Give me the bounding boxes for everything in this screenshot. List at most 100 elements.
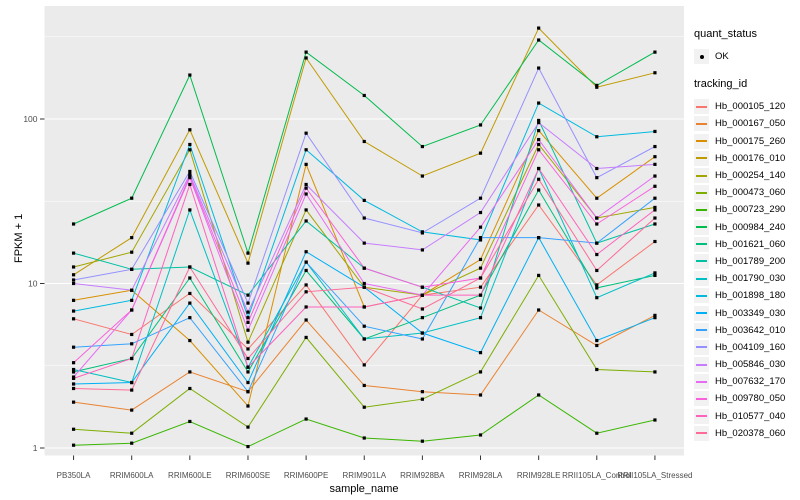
legend-entry-label: Hb_020378_060 — [715, 427, 786, 439]
data-point — [188, 370, 192, 374]
legend-entry-label: Hb_001621_060 — [715, 238, 786, 250]
data-point — [595, 296, 599, 300]
data-point — [246, 320, 250, 325]
data-point — [478, 151, 483, 155]
data-point — [595, 343, 599, 348]
data-point — [653, 271, 657, 275]
data-point — [246, 347, 250, 351]
ok-point-icon — [694, 49, 709, 65]
data-point — [304, 208, 308, 212]
data-point — [130, 441, 134, 445]
data-point — [537, 129, 541, 133]
x-tick-label: RRII105LA_Stressed — [617, 471, 692, 480]
legend: quant_status OK tracking_id Hb_000105_12… — [694, 28, 798, 442]
data-point — [130, 431, 134, 435]
legend-entry-label: Hb_000176_010 — [715, 152, 786, 164]
legend-entry: Hb_001790_030 — [694, 270, 798, 287]
series-line-icon — [694, 236, 709, 252]
data-point — [188, 276, 192, 280]
data-point — [304, 335, 308, 340]
data-point — [478, 306, 483, 310]
data-point — [653, 216, 657, 220]
data-point — [246, 365, 250, 369]
data-point — [362, 241, 366, 245]
data-point — [653, 50, 657, 54]
series-line-icon — [694, 357, 709, 373]
data-point — [537, 166, 541, 171]
data-point — [653, 313, 657, 317]
data-point — [537, 188, 541, 192]
data-point — [130, 267, 134, 271]
data-point — [362, 405, 366, 409]
data-point — [653, 222, 657, 226]
data-point — [595, 135, 599, 139]
data-point — [478, 316, 483, 320]
legend-entry-label: Hb_000473_060 — [715, 187, 786, 199]
data-point — [420, 144, 424, 149]
x-tick-label: PB350LA — [57, 471, 91, 480]
data-point — [653, 144, 657, 149]
data-point — [71, 298, 76, 302]
data-point — [653, 205, 657, 210]
data-point — [653, 196, 657, 200]
data-point — [362, 383, 366, 388]
series-line-icon — [694, 150, 709, 166]
data-point — [362, 324, 366, 328]
data-point — [653, 155, 657, 159]
data-point — [595, 338, 599, 343]
data-point — [246, 316, 250, 320]
data-point — [130, 408, 134, 412]
data-point — [304, 219, 308, 223]
data-point — [188, 301, 192, 305]
data-point — [362, 337, 366, 341]
data-point — [420, 307, 424, 311]
data-point — [71, 370, 76, 374]
data-point — [595, 176, 599, 180]
data-point — [478, 351, 483, 355]
series-line-icon — [694, 271, 709, 287]
series-line-icon — [694, 391, 709, 407]
data-point — [71, 376, 76, 380]
data-point — [478, 285, 483, 289]
data-point — [246, 380, 250, 385]
legend-entry-label: Hb_000175_260 — [715, 135, 786, 147]
data-point — [595, 196, 599, 200]
data-point — [188, 176, 192, 180]
data-point — [420, 316, 424, 320]
data-point — [653, 129, 657, 134]
legend-entry-label: Hb_000167_050 — [715, 118, 786, 130]
data-point — [130, 288, 134, 292]
data-point — [478, 238, 483, 242]
data-point — [478, 225, 483, 229]
data-point — [478, 236, 483, 240]
data-point — [653, 184, 657, 188]
x-tick-label: RRIM928LA — [459, 471, 503, 480]
legend-entry: Hb_001898_180 — [694, 287, 798, 304]
legend-entry-label: Hb_010577_040 — [715, 410, 786, 422]
data-point — [362, 198, 366, 203]
data-point — [362, 266, 366, 270]
series-line-icon — [694, 168, 709, 184]
data-point — [246, 310, 250, 314]
data-point — [595, 166, 599, 171]
legend-entry-label: Hb_001790_030 — [715, 273, 786, 285]
data-point — [420, 248, 424, 252]
series-line-icon — [694, 185, 709, 201]
data-point — [246, 340, 250, 344]
data-point — [478, 123, 483, 127]
legend-entry-label: Hb_003349_030 — [715, 307, 786, 319]
legend-entry-label: Hb_000984_240 — [715, 221, 786, 233]
data-point — [188, 291, 192, 296]
series-line-icon — [694, 425, 709, 441]
data-point — [420, 439, 424, 443]
data-point — [188, 148, 192, 152]
data-point — [478, 210, 483, 215]
data-point — [420, 285, 424, 289]
legend-entry: Hb_020378_060 — [694, 425, 798, 442]
data-point — [478, 293, 483, 297]
legend-title-tracking-id: tracking_id — [694, 78, 748, 91]
legend-entry-label: Hb_001898_180 — [715, 290, 786, 302]
data-point — [188, 174, 192, 178]
data-point — [420, 390, 424, 394]
